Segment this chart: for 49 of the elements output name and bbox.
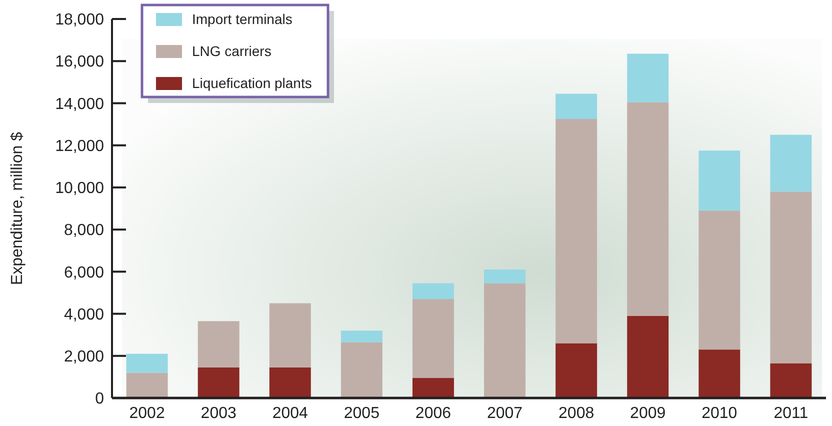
bar [556, 94, 598, 120]
y-tick-label: 6,000 [64, 264, 104, 282]
legend-label: Liquefication plants [192, 74, 312, 91]
bar [198, 321, 240, 368]
bar [126, 354, 168, 373]
bar [126, 372, 168, 398]
bar [770, 134, 812, 192]
x-tick-label: 2008 [558, 405, 594, 422]
bar [412, 378, 454, 398]
y-tick-label: 10,000 [55, 180, 104, 198]
bar [340, 330, 382, 342]
bar [698, 210, 740, 350]
bar [269, 303, 311, 368]
y-tick-label: 2,000 [64, 348, 104, 366]
x-tick-label: 2003 [200, 405, 236, 422]
x-tick-label: 2005 [344, 405, 380, 422]
x-tick-label: 2010 [702, 405, 738, 422]
bar [698, 150, 740, 211]
bar [269, 367, 311, 398]
x-tick-label: 2006 [415, 405, 452, 422]
x-tick-label: 2002 [129, 405, 165, 422]
y-tick-label: 16,000 [55, 54, 104, 71]
y-tick-label: 18,000 [55, 12, 104, 29]
bar [627, 316, 669, 398]
bar [484, 283, 526, 398]
bar [770, 192, 812, 364]
x-tick-label: 2011 [774, 405, 808, 422]
bar [627, 102, 669, 316]
y-tick-label: 0 [95, 390, 104, 408]
bar [698, 350, 740, 398]
y-tick-label: 4,000 [64, 306, 104, 324]
bar [556, 343, 598, 398]
bar [556, 119, 598, 344]
y-tick-label: 14,000 [55, 96, 104, 113]
y-axis-title: Expenditure, million $ [9, 132, 26, 285]
legend-label: LNG carriers [192, 42, 272, 59]
bar [198, 367, 240, 398]
bar [412, 299, 454, 378]
bar [627, 54, 669, 102]
bar [340, 342, 382, 398]
y-tick-label: 8,000 [64, 222, 104, 240]
bar [484, 270, 526, 284]
x-tick-label: 2004 [272, 405, 308, 422]
bar [412, 283, 454, 300]
x-tick-label: 2009 [630, 405, 666, 422]
x-tick-label: 2007 [486, 405, 523, 422]
legend-label: Import terminals [192, 10, 292, 27]
bar [770, 363, 812, 398]
y-tick-label: 12,000 [55, 138, 104, 155]
